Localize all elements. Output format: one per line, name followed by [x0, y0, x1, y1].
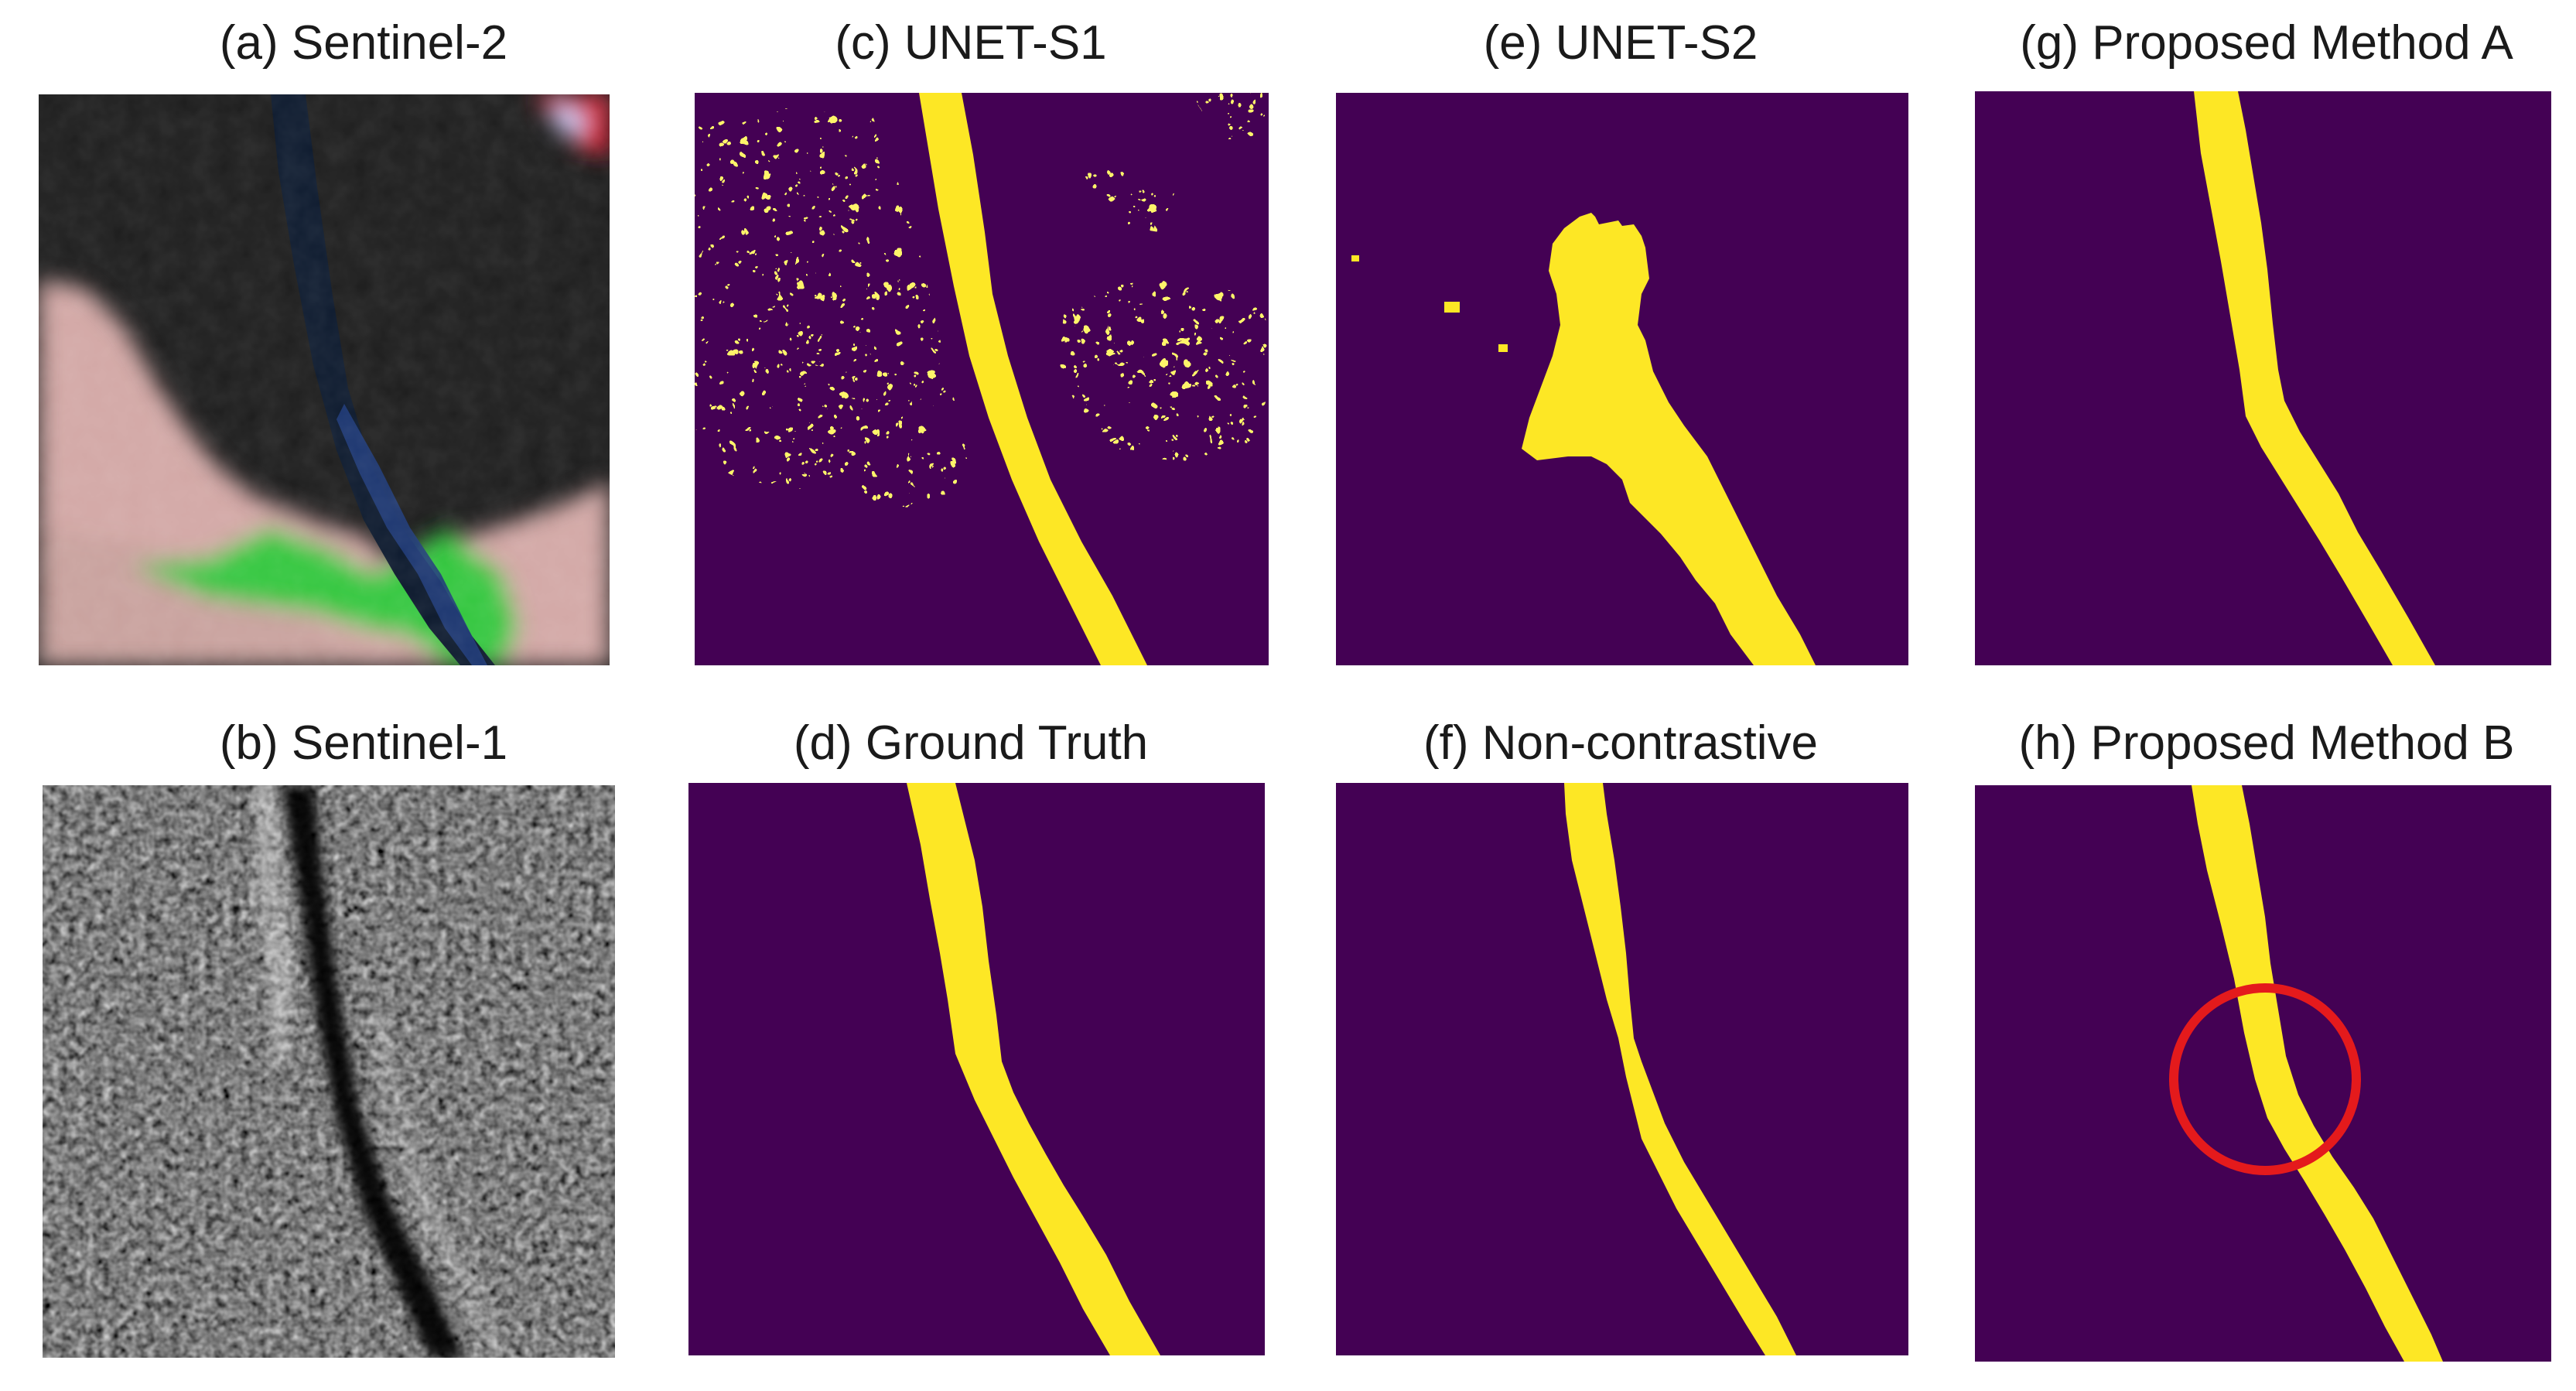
panel-title-b: (b) Sentinel-1	[219, 716, 508, 770]
panel-title-h: (h) Proposed Method B	[2018, 716, 2515, 770]
panel-title-g: (g) Proposed Method A	[2020, 16, 2513, 70]
panel-title-a: (a) Sentinel-2	[219, 16, 508, 70]
panel-title-e: (e) UNET-S2	[1483, 16, 1758, 70]
panel-title-c: (c) UNET-S1	[835, 16, 1107, 70]
panel-title-d: (d) Ground Truth	[793, 716, 1149, 770]
sentinel-2-image	[39, 94, 610, 665]
unet-s2-mask	[1336, 93, 1908, 665]
proposed-method-b-mask	[1975, 785, 2551, 1362]
ground-truth-mask	[688, 783, 1265, 1355]
sentinel-1-image	[43, 785, 615, 1358]
unet-s1-mask	[695, 93, 1269, 665]
non-contrastive-mask	[1336, 783, 1908, 1355]
panel-title-f: (f) Non-contrastive	[1423, 716, 1818, 770]
proposed-method-a-mask	[1975, 91, 2551, 665]
highlight-circle	[2169, 983, 2361, 1175]
